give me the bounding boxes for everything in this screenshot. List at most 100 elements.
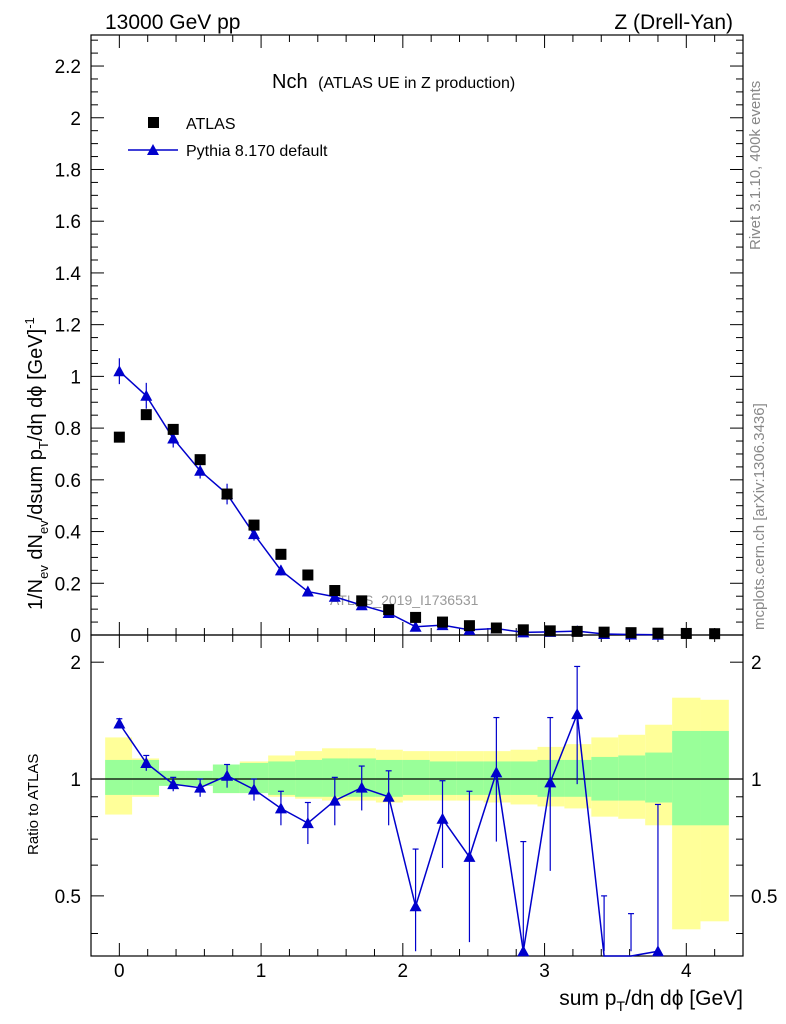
atlas-point <box>437 616 449 628</box>
inner-band-bin <box>672 730 701 826</box>
ratio-point <box>248 783 260 795</box>
ratio-y-tick-label: 2 <box>70 653 81 674</box>
ratio-point <box>409 900 422 912</box>
x-tick-label: 4 <box>681 961 692 982</box>
ratio-y-tick-label: 1 <box>70 770 81 791</box>
y-tick-label: 1.6 <box>55 212 81 233</box>
atlas-point <box>275 548 287 560</box>
atlas-point <box>302 569 314 581</box>
pythia-point <box>140 389 153 401</box>
atlas-point <box>140 409 152 421</box>
legend-atlas-marker <box>148 117 159 128</box>
y-tick-label: 0.4 <box>55 523 82 544</box>
pythia-point <box>301 585 314 597</box>
ratio-point <box>167 778 180 790</box>
inner-band-bin <box>268 761 296 795</box>
analysis-watermark: ATLAS_2019_I1736531 <box>330 592 479 608</box>
atlas-point <box>709 628 721 640</box>
y-tick-label: 1.8 <box>55 160 81 181</box>
atlas-point <box>598 626 610 638</box>
atlas-point <box>248 519 260 531</box>
ratio-y-tick-label: 0.5 <box>55 887 81 908</box>
inner-band-bin <box>700 730 729 826</box>
atlas-point <box>490 622 502 634</box>
ratio-y-axis-label: Ratio to ATLAS <box>25 754 42 855</box>
inner-band-bin <box>159 770 186 786</box>
x-axis-label: sum pT/dη dϕ [GeV] <box>559 987 743 1014</box>
atlas-point <box>221 488 233 500</box>
x-tick-label: 2 <box>398 961 409 982</box>
x-tick-label: 3 <box>539 961 550 982</box>
legend-pythia-label: Pythia 8.170 default <box>186 143 328 160</box>
legend-pythia-marker <box>147 144 159 155</box>
axis-tick-labels: 0 1 2 3 4 0 0.2 0.4 0.6 0.8 1 1.2 1.4 1.6 1.8 2 2.2 0.5 0.… <box>55 57 778 982</box>
inner-band-bin <box>185 770 213 786</box>
pythia-point <box>248 528 260 540</box>
atlas-point <box>544 625 556 637</box>
atlas-point <box>463 620 475 632</box>
y-tick-label: 0.8 <box>55 419 81 440</box>
ratio-bands <box>105 697 729 930</box>
atlas-point <box>625 627 637 639</box>
ratio-y-tick-label-right: 0.5 <box>751 887 777 908</box>
ratio-point <box>140 756 153 768</box>
ratio-point <box>651 945 664 957</box>
atlas-point <box>517 624 529 636</box>
rivet-label: Rivet 3.1.10, 400k events <box>747 81 764 250</box>
ratio-point <box>436 812 449 824</box>
ratio-point <box>328 794 341 806</box>
ratio-point <box>382 790 395 802</box>
process-label: Z (Drell-Yan) <box>614 11 733 34</box>
atlas-point <box>652 627 664 639</box>
x-tick-label: 1 <box>256 961 267 982</box>
ratio-point <box>301 817 314 829</box>
inner-band-bin <box>510 761 538 795</box>
energy-label: 13000 GeV pp <box>105 11 240 34</box>
ratio-point <box>355 781 368 793</box>
atlas-point <box>410 611 422 623</box>
ratio-point <box>113 717 126 729</box>
y-tick-label: 1.4 <box>55 264 82 285</box>
legend: ATLAS Pythia 8.170 default <box>128 116 328 160</box>
ratio-point <box>194 781 207 793</box>
atlas-point <box>167 423 179 435</box>
inner-band-bin <box>105 759 133 795</box>
inner-band-bin <box>645 752 673 803</box>
x-tick-label: 0 <box>114 961 125 982</box>
pythia-point <box>328 590 341 602</box>
ratio-point <box>221 769 234 781</box>
atlas-point <box>383 604 395 616</box>
ratio-y-tick-label-right: 1 <box>751 770 762 791</box>
inner-band-bin <box>456 761 484 795</box>
inner-band-bin <box>618 755 646 801</box>
pythia-point <box>194 464 207 476</box>
inner-band-bin <box>402 759 430 795</box>
y-tick-label: 1.2 <box>55 316 81 337</box>
inner-band-bin <box>295 759 323 797</box>
pythia-point <box>167 432 180 444</box>
atlas-point <box>194 454 206 466</box>
atlas-point <box>571 625 583 637</box>
y-tick-label: 2 <box>70 109 81 130</box>
ratio-point <box>517 945 530 957</box>
plot-title-main: Nch <box>272 71 308 93</box>
pythia-point <box>274 564 287 576</box>
y-tick-label: 2.2 <box>55 57 81 78</box>
y-tick-label: 0.2 <box>55 574 81 595</box>
inner-band-bin <box>564 759 592 797</box>
plot-title-sub: (ATLAS UE in Z production) <box>318 75 515 92</box>
atlas-point <box>680 627 692 639</box>
ratio-point <box>490 766 503 778</box>
atlas-point <box>356 595 368 607</box>
mcplots-label: mcplots.cern.ch [arXiv:1306.3436] <box>751 403 768 630</box>
main-y-axis-label: 1/Nev dNev/dsum pT/dη dϕ [GeV]-1 <box>22 317 51 610</box>
legend-atlas-label: ATLAS <box>186 116 236 133</box>
ratio-series <box>113 665 664 957</box>
inner-band-bin <box>375 759 403 797</box>
main-series <box>113 358 721 640</box>
y-tick-label: 0.6 <box>55 471 81 492</box>
ratio-point <box>544 776 557 788</box>
ratio-plot-frame <box>90 634 744 957</box>
atlas-point <box>329 585 341 597</box>
